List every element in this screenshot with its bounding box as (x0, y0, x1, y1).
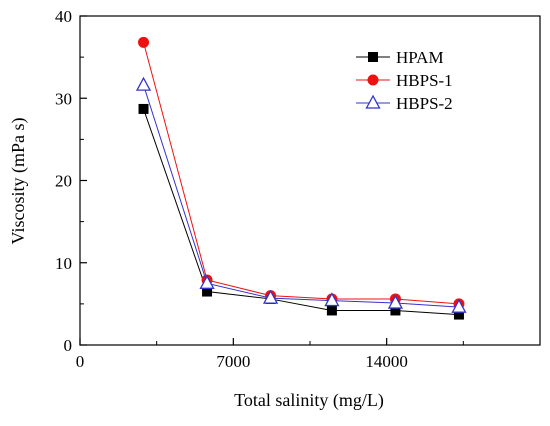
x-tick-label: 0 (76, 352, 85, 371)
x-tick-label: 7000 (216, 352, 250, 371)
y-axis-title: Viscosity (mPa s) (8, 118, 29, 245)
data-point (390, 305, 401, 316)
series-line (143, 108, 459, 316)
x-tick-label: 14000 (365, 352, 408, 371)
data-point (326, 305, 337, 316)
data-point (387, 294, 404, 309)
chart-marks (135, 36, 467, 320)
data-point (199, 274, 215, 289)
y-tick-label: 40 (55, 7, 72, 26)
data-point (135, 76, 152, 91)
series-line (143, 84, 459, 308)
legend-item: HPAM (356, 48, 444, 67)
series-hbps-2 (135, 76, 467, 313)
legend-item: HBPS-2 (356, 94, 453, 113)
series-hpam (138, 103, 464, 320)
legend-marker (368, 52, 378, 62)
series-line (143, 42, 459, 305)
legend-marker (365, 94, 381, 109)
plot-frame (79, 15, 541, 346)
legend-label: HPAM (396, 48, 444, 67)
legend-label: HBPS-1 (396, 71, 453, 90)
data-point (451, 298, 467, 313)
y-tick-label: 10 (55, 254, 72, 273)
chart-legend: HPAM HBPS-1 HBPS-2 (356, 48, 453, 113)
legend-marker (367, 74, 379, 86)
legend-label: HBPS-2 (396, 94, 453, 113)
data-point (138, 103, 149, 114)
y-tick-label: 30 (55, 89, 72, 108)
legend-item: HBPS-1 (356, 71, 453, 90)
data-point (202, 286, 213, 297)
y-tick-label: 0 (64, 336, 73, 355)
x-axis-title: Total salinity (mg/L) (234, 390, 384, 411)
data-point (324, 292, 340, 307)
data-point (262, 289, 279, 304)
data-point (453, 309, 464, 320)
data-point (138, 36, 150, 48)
chart-axes: 0 7000 14000 0 10 20 30 40 (55, 7, 541, 371)
y-tick-label: 20 (55, 172, 72, 191)
